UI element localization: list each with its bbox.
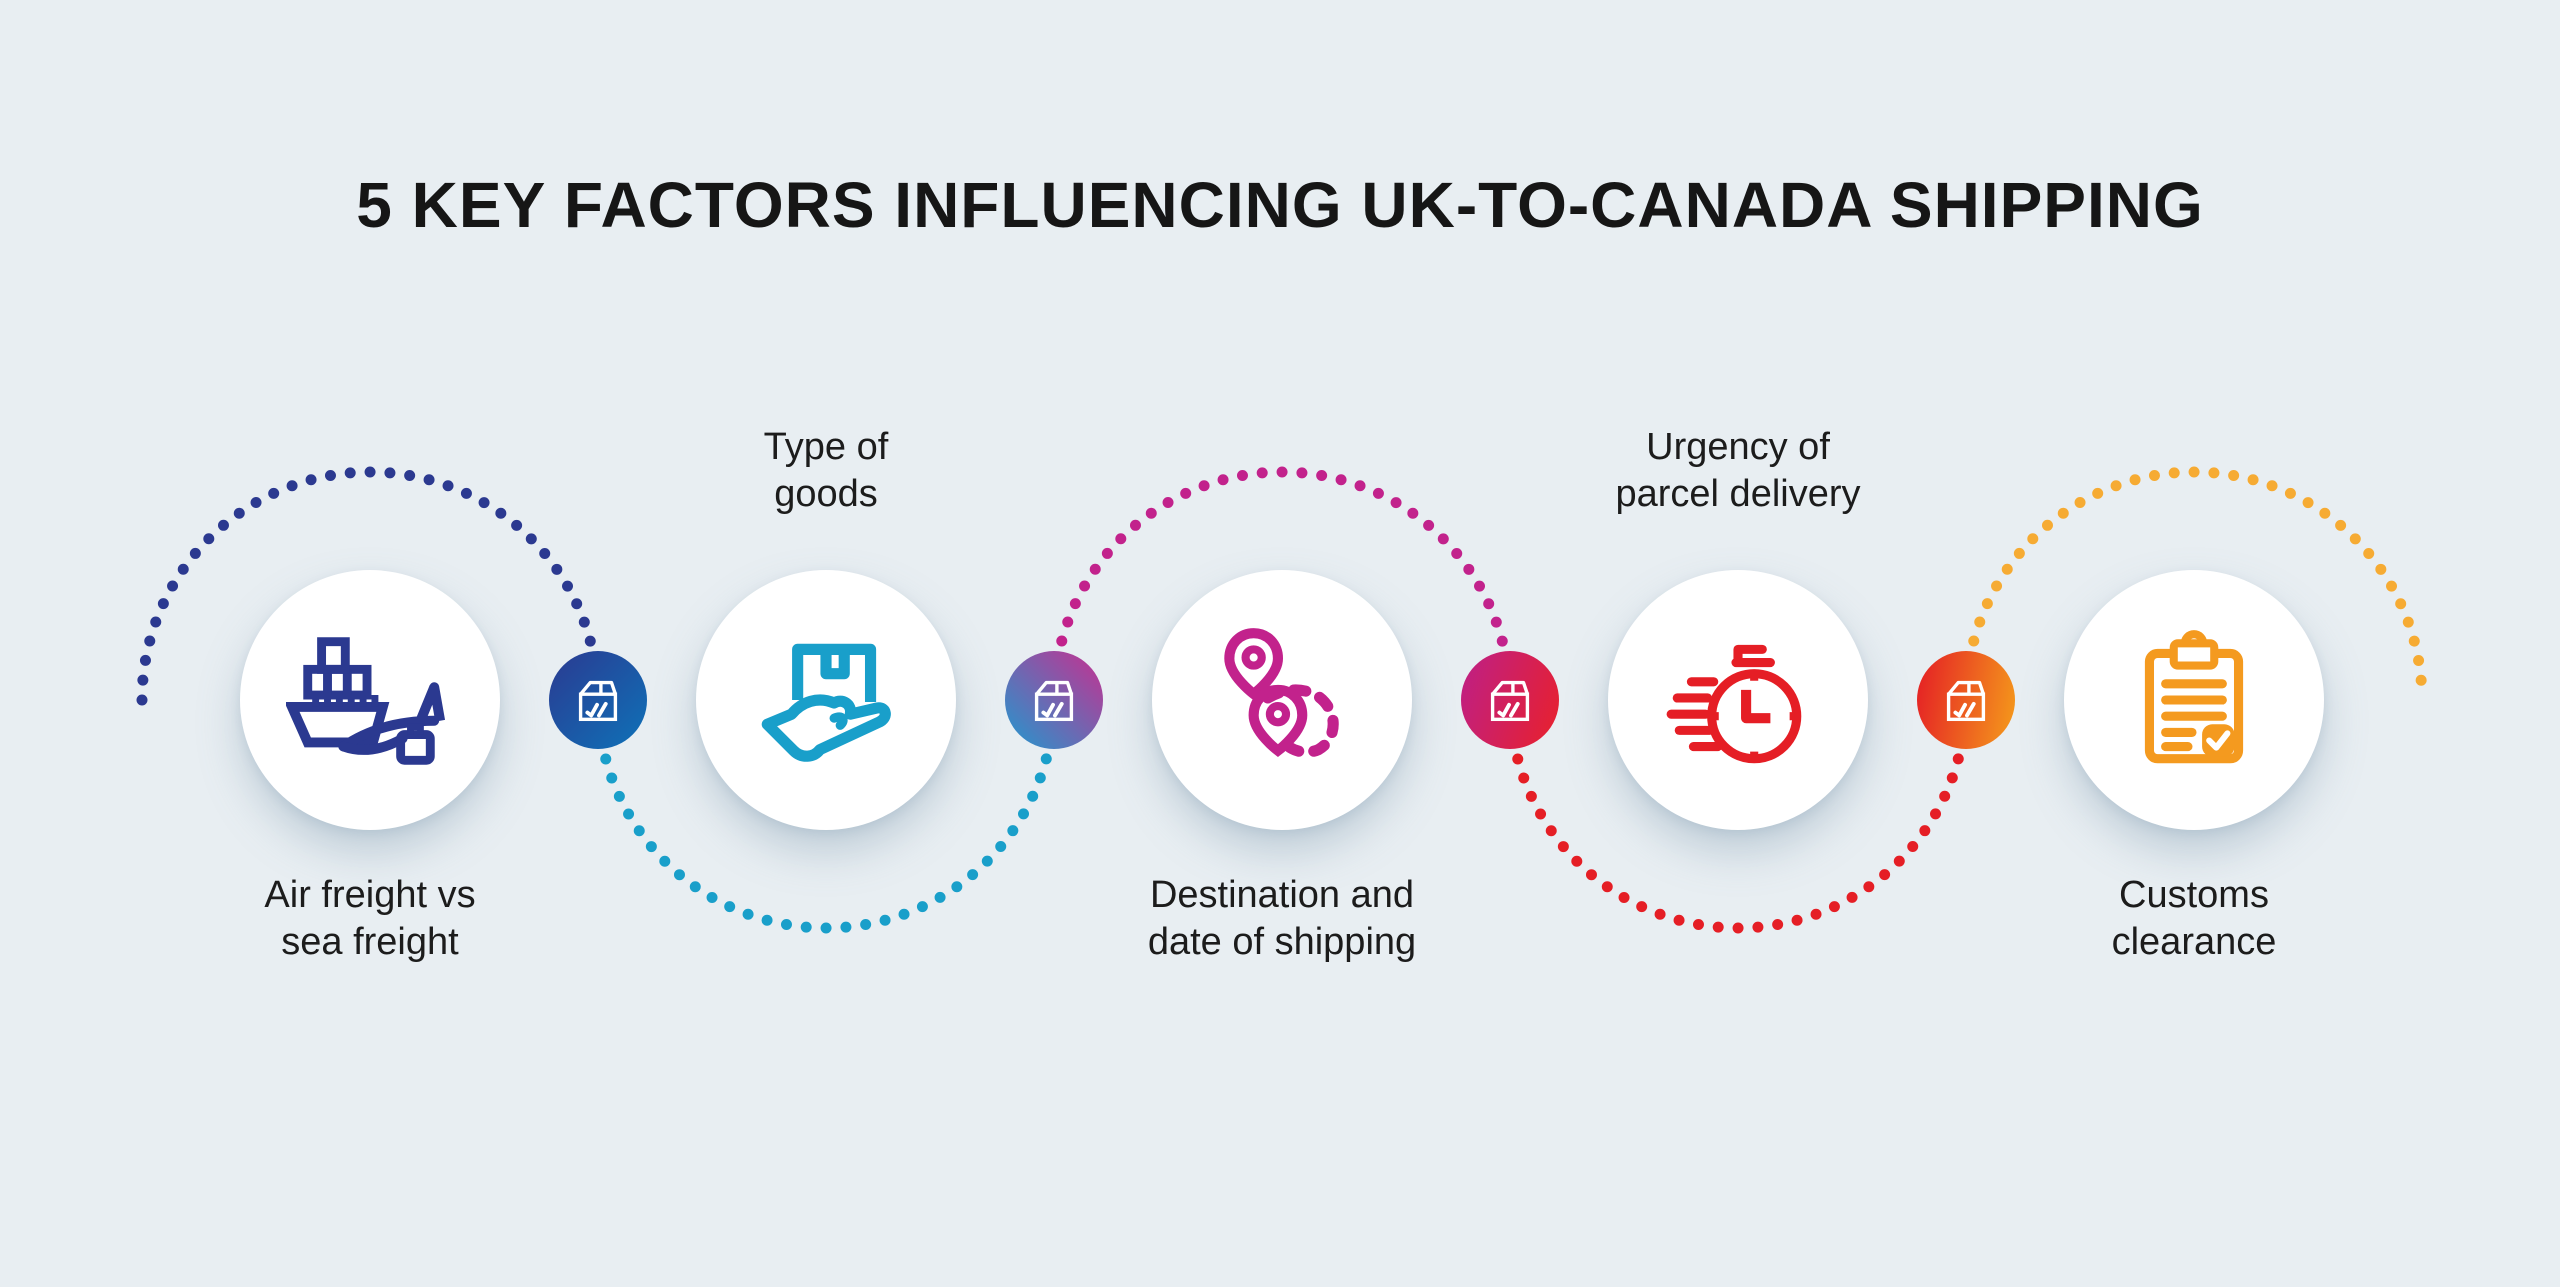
factor-label-customs: Customs clearance — [1964, 872, 2424, 966]
connector-badge-3 — [1461, 651, 1559, 749]
connector-badge-1 — [549, 651, 647, 749]
connector-badge-4 — [1917, 651, 2015, 749]
dotted-arc-2 — [592, 694, 1060, 934]
page-title: 5 KEY FACTORS INFLUENCING UK-TO-CANADA S… — [356, 169, 2204, 241]
parcel-box-icon — [1946, 680, 1986, 722]
parcel-box-icon — [1490, 680, 1530, 722]
label-line: Urgency of — [1646, 426, 1830, 468]
destination-route-icon — [1224, 628, 1339, 758]
connector-badge-2 — [1005, 651, 1103, 749]
factor-circle-type-of-goods — [696, 570, 956, 830]
factor-label-urgency: Urgency of parcel delivery — [1508, 424, 1968, 518]
factor-label-air-sea-freight: Air freight vs sea freight — [140, 872, 600, 966]
dotted-arc-1 — [136, 466, 604, 706]
air-sea-freight-icon — [286, 637, 446, 765]
customs-clearance-icon — [2144, 630, 2244, 764]
factor-circle-destination — [1152, 570, 1412, 830]
factor-circle-urgency — [1608, 570, 1868, 830]
dotted-arc-5 — [1960, 466, 2428, 706]
label-line: goods — [774, 473, 878, 515]
type-of-goods-icon — [761, 643, 891, 762]
label-line: date of shipping — [1147, 921, 1417, 963]
factor-circle-customs — [2064, 570, 2324, 830]
factor-label-type-of-goods: Type of goods — [596, 424, 1056, 518]
dotted-arc-3 — [1048, 466, 1516, 706]
label-line: sea freight — [281, 921, 459, 963]
urgency-stopwatch-icon — [1666, 644, 1802, 764]
factor-label-destination: Destination and date of shipping — [1052, 872, 1512, 966]
dotted-arc-4 — [1504, 694, 1972, 934]
label-line: Customs — [2119, 874, 2269, 916]
label-line: clearance — [2111, 921, 2277, 963]
parcel-box-icon — [578, 680, 618, 722]
label-line: Air freight vs — [264, 874, 476, 916]
label-line: Type of — [763, 426, 889, 468]
label-line: Destination and — [1149, 874, 1415, 916]
parcel-box-icon — [1034, 680, 1074, 722]
factor-circle-air-sea-freight — [240, 570, 500, 830]
label-line: parcel delivery — [1615, 473, 1861, 515]
